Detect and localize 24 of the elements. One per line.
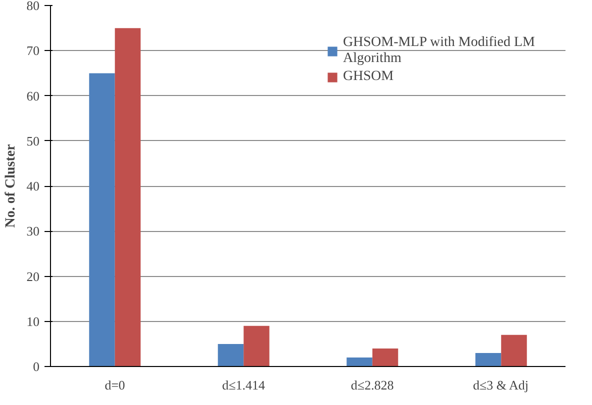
y-tick-label: 30 xyxy=(26,224,40,239)
y-tick-label: 60 xyxy=(26,88,40,104)
legend-label: GHSOM xyxy=(343,69,394,85)
y-tick-label: 80 xyxy=(26,0,40,13)
bar xyxy=(89,73,115,366)
bar xyxy=(114,28,141,366)
x-tick-label: d≤2.828 xyxy=(350,378,394,392)
x-tick-label: d≤3 & Adj xyxy=(473,378,529,392)
bar xyxy=(346,357,372,366)
bar xyxy=(218,344,244,366)
bar xyxy=(501,334,527,366)
y-tick-label: 0 xyxy=(33,359,40,374)
y-tick-label: 20 xyxy=(26,268,40,284)
y-axis-title: No. of Cluster xyxy=(4,144,18,228)
y-tick-label: 70 xyxy=(26,43,40,58)
x-tick-label: d=0 xyxy=(104,378,126,392)
x-tick-label: d≤1.414 xyxy=(222,378,266,392)
y-tick-label: 10 xyxy=(26,314,40,329)
legend-label: GHSOM-MLP with Modified LM Algorithm xyxy=(343,35,535,67)
bar xyxy=(372,348,398,366)
y-tick-label: 40 xyxy=(26,178,40,194)
bar xyxy=(244,326,270,366)
y-tick-label: 50 xyxy=(26,133,40,148)
bar xyxy=(475,352,502,366)
